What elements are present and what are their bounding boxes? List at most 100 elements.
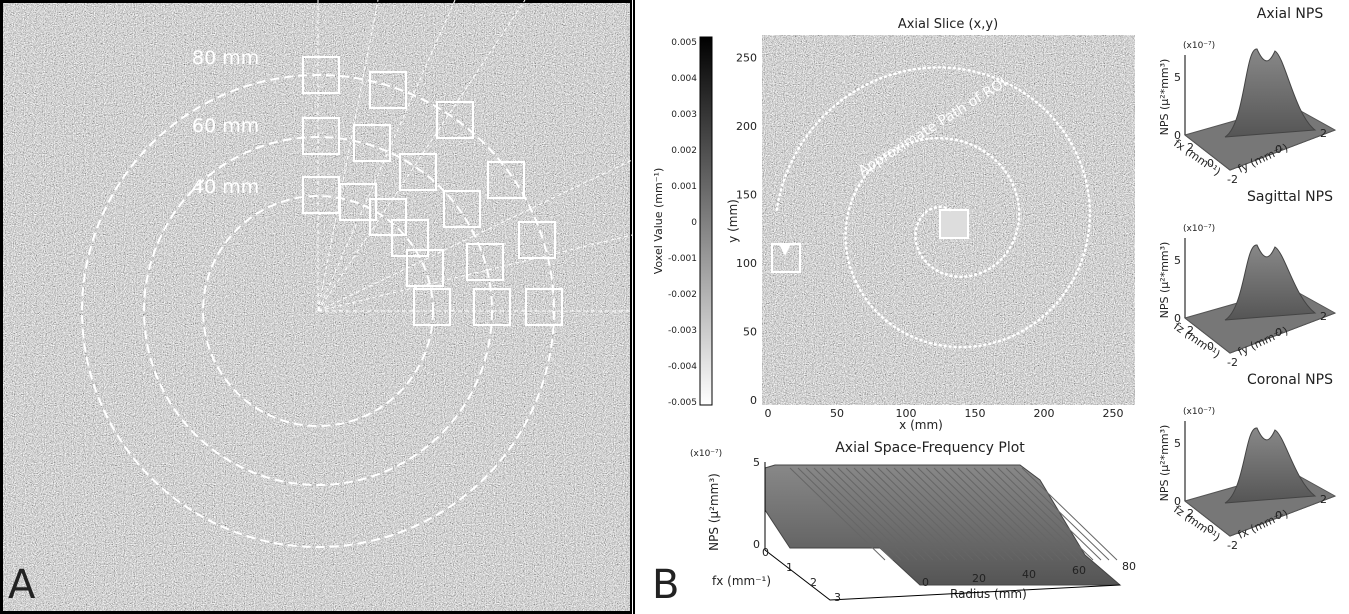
sf-axes: [764, 462, 1121, 601]
nps-right-tick: 2: [1320, 493, 1327, 506]
colorbar-tick-label: 0: [691, 218, 697, 228]
sf-ridge: [909, 467, 1006, 561]
roi-box: [473, 288, 511, 326]
sf-ridge: [989, 467, 1086, 561]
sf-ridge: [965, 467, 1062, 561]
sf-ridge: [973, 467, 1070, 561]
y-label: y (mm): [726, 199, 740, 243]
y-tick-label: 50: [743, 326, 757, 339]
x-tick-label: 50: [830, 407, 844, 420]
nps-z-tick: 0: [1174, 312, 1181, 325]
roi-box: [353, 124, 391, 162]
sf-f-label: fx (mm⁻¹): [712, 574, 771, 588]
colorbar-tick-label: -0.003: [668, 326, 697, 336]
nps-right-tick: 2: [1320, 127, 1327, 140]
y-tick-label: 250: [736, 52, 757, 65]
roi-box: [466, 243, 504, 281]
nps-z-tick: 0: [1174, 129, 1181, 142]
sf-r-label: Radius (mm): [950, 587, 1027, 601]
sf-ridge: [1013, 467, 1110, 561]
ring: [81, 74, 555, 548]
x-tick-label: 0: [765, 407, 772, 420]
nps-peak: [1224, 244, 1317, 321]
nps-right-tick: 0: [1275, 143, 1282, 156]
x-tick-label: 100: [896, 407, 917, 420]
x-label: x (mm): [899, 418, 943, 432]
nps-left-tick: -2: [1227, 173, 1238, 186]
colorbar-tick-label: 0.002: [671, 146, 697, 156]
sf-ridge: [925, 467, 1022, 561]
sf-f-tick: 2: [810, 576, 817, 589]
nps-z-tick: 5: [1174, 437, 1181, 450]
sf-ridge: [997, 467, 1094, 561]
roi-box: [399, 153, 437, 191]
sf-ridge: [917, 467, 1014, 561]
roi-box: [525, 288, 563, 326]
colorbar-tick-label: 0.005: [671, 38, 697, 48]
nps-left-tick: 2: [1187, 507, 1194, 520]
colorbar-tick-label: 0.003: [671, 110, 697, 120]
sf-ridge: [837, 467, 934, 561]
colorbar: [699, 36, 713, 406]
sf-title: Axial Space-Frequency Plot: [835, 440, 1025, 456]
colorbar-tick-label: -0.002: [668, 290, 697, 300]
sf-r-tick: 0: [922, 576, 929, 589]
noise-image: [3, 3, 630, 611]
nps-left-tick: 0: [1207, 340, 1214, 353]
nps-z-tick: 5: [1174, 71, 1181, 84]
roi-box: [436, 101, 474, 139]
nps-z-label: NPS (µ²*mm³): [1158, 425, 1171, 502]
nps-z-tick: 0: [1174, 495, 1181, 508]
sf-ridge: [813, 467, 910, 561]
sf-z-tick: 0: [753, 538, 760, 551]
sf-f-tick: 3: [834, 591, 841, 604]
nps-scale: (x10⁻⁷): [1183, 407, 1215, 417]
y-tick-label: 0: [750, 394, 757, 407]
sf-r-tick: 20: [972, 572, 986, 585]
sf-ridge: [893, 467, 990, 561]
sf-r-tick: 80: [1122, 560, 1136, 573]
nps-right-tick: 0: [1275, 509, 1282, 522]
sf-surface: [764, 464, 1122, 586]
panel-a: 80 mm 60 mm 40 mm A: [0, 0, 633, 614]
roi-box: [369, 198, 407, 236]
colorbar-tick-label: 0.001: [671, 182, 697, 192]
radial-line: [317, 0, 379, 312]
colorbar-label: Voxel Value (mm⁻¹): [652, 168, 665, 275]
sf-ridge: [877, 467, 974, 561]
sf-ridge: [933, 467, 1030, 561]
y-tick-label: 100: [736, 257, 757, 270]
sf-ridge: [845, 467, 942, 561]
roi-box: [443, 190, 481, 228]
nps-left-tick: 2: [1187, 141, 1194, 154]
sf-z-tick: 5: [753, 456, 760, 469]
arrow-head: [779, 244, 791, 256]
sf-ridge: [797, 467, 894, 561]
sf-ridge: [853, 467, 950, 561]
sf-ridge: [869, 467, 966, 561]
sf-ridge: [981, 467, 1078, 561]
nps-left-tick: 0: [1207, 523, 1214, 536]
nps-scale: (x10⁻⁷): [1183, 41, 1215, 51]
nps-title: Axial NPS: [1257, 6, 1324, 22]
axial-title: Axial Slice (x,y): [898, 17, 998, 32]
ring-label: 80 mm: [192, 47, 259, 69]
x-tick-label: 200: [1034, 407, 1055, 420]
roi-box: [413, 288, 451, 326]
nps-peak: [1224, 427, 1317, 504]
panel-label: B: [652, 562, 679, 608]
sf-scale: (x10⁻⁷): [690, 449, 722, 459]
roi: [939, 209, 969, 239]
x-tick-label: 150: [965, 407, 986, 420]
nps-right-tick: 2: [1320, 310, 1327, 323]
ring-label: 40 mm: [192, 176, 259, 198]
radial-line: [317, 0, 456, 312]
sf-f-tick: 0: [762, 546, 769, 559]
colorbar-tick-label: -0.004: [668, 362, 697, 372]
sf-ridge: [957, 467, 1054, 561]
sf-f-tick: 1: [786, 561, 793, 574]
panel-label: A: [8, 562, 36, 608]
ring-label: 60 mm: [192, 115, 259, 137]
sf-ridge: [821, 467, 918, 561]
sf-ridge: [1021, 467, 1118, 561]
